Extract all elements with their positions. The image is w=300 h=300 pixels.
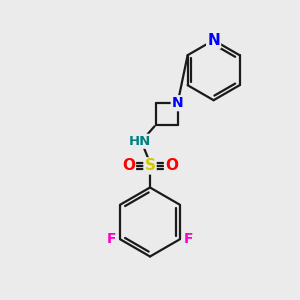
Text: HN: HN — [128, 135, 151, 148]
Text: O: O — [122, 158, 135, 173]
Text: S: S — [145, 158, 155, 173]
Text: F: F — [107, 232, 116, 246]
Text: F: F — [184, 232, 193, 246]
Text: N: N — [207, 33, 220, 48]
Text: N: N — [172, 96, 183, 110]
Text: O: O — [165, 158, 178, 173]
